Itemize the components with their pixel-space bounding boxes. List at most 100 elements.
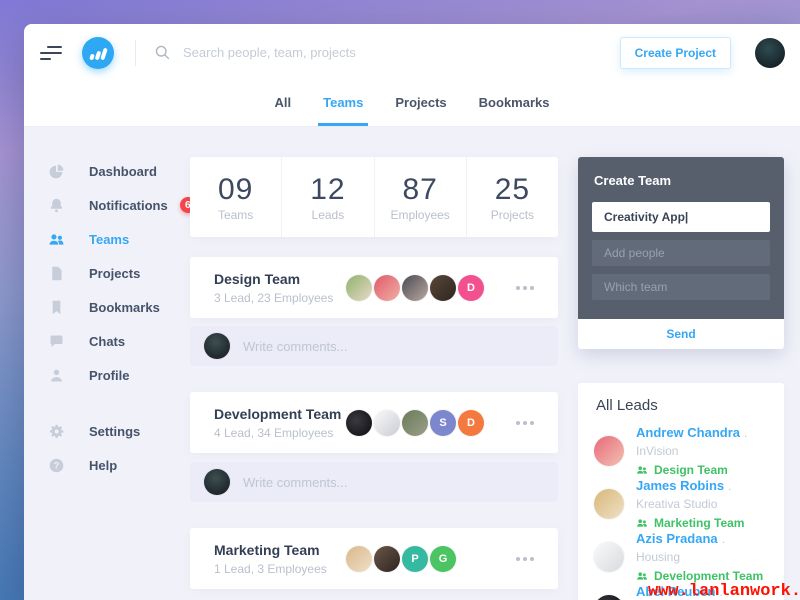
lead-row[interactable]: Azis Pradana. Housing Development Team	[594, 530, 768, 583]
sidebar-item-teams[interactable]: Teams	[24, 222, 190, 256]
stat-label: Teams	[217, 207, 254, 222]
sidebar-item-notifications[interactable]: Notifications 6	[24, 188, 196, 222]
tab-bar: All Teams Projects Bookmarks	[24, 81, 800, 127]
divider	[135, 39, 136, 66]
sidebar-item-dashboard[interactable]: Dashboard	[24, 154, 190, 188]
stats-card: 09 Teams 12 Leads 87 Employees 25 Projec…	[190, 157, 558, 237]
app-window: Create Project All Teams Projects Bookma…	[24, 24, 800, 600]
sidebar-item-chats[interactable]: Chats	[24, 324, 190, 358]
bell-icon	[48, 197, 65, 214]
lead-row[interactable]: Abel Reuben. InVision Development Team	[594, 583, 768, 600]
team-avatars: P G	[346, 545, 456, 572]
sidebar-item-projects[interactable]: Projects	[24, 256, 190, 290]
lead-team-name[interactable]: Development Team	[654, 569, 764, 583]
comment-input-row[interactable]	[190, 462, 558, 502]
stat-label: Projects	[490, 207, 535, 222]
team-icon	[637, 519, 647, 527]
sidebar: Dashboard Notifications 6	[24, 127, 196, 600]
comment-input[interactable]	[243, 338, 544, 354]
gear-icon	[48, 423, 65, 440]
search-icon	[155, 45, 170, 60]
team-name-input[interactable]	[592, 202, 770, 232]
avatar-initial: S	[430, 409, 456, 436]
team-icon	[637, 466, 647, 474]
lead-company: . InVision	[719, 585, 723, 599]
sidebar-item-label: Chats	[89, 333, 126, 349]
lead-team-name[interactable]: Marketing Team	[654, 516, 745, 530]
help-icon: ?	[48, 457, 65, 474]
avatar-initial: G	[430, 545, 456, 572]
team-meta: 3 Lead, 23 Employees	[214, 290, 334, 305]
comment-input[interactable]	[243, 474, 544, 490]
create-project-button[interactable]: Create Project	[619, 36, 731, 69]
tab-bookmarks[interactable]: Bookmarks	[478, 94, 550, 110]
team-card-development: Development Team 4 Lead, 34 Employees S …	[190, 392, 558, 453]
tab-all[interactable]: All	[274, 94, 292, 110]
sidebar-item-label: Teams	[89, 231, 130, 247]
avatar	[594, 488, 624, 519]
tab-teams[interactable]: Teams	[318, 81, 369, 126]
add-people-input[interactable]	[592, 240, 770, 266]
avatar-initial: D	[458, 274, 484, 301]
all-leads-panel: All Leads Andrew Chandra. InVision Desig…	[578, 383, 784, 600]
avatar	[346, 545, 372, 572]
app-logo[interactable]	[82, 36, 114, 69]
stat-value: 25	[494, 172, 531, 206]
lead-company: . Kreativa Studio	[636, 479, 732, 511]
search-bar[interactable]	[154, 44, 620, 61]
team-name: Marketing Team	[214, 541, 320, 558]
avatar	[204, 333, 230, 359]
dashboard-icon	[48, 163, 65, 180]
team-name: Development Team	[214, 405, 342, 422]
stat-value: 09	[217, 172, 254, 206]
send-button[interactable]: Send	[578, 319, 784, 349]
lead-name[interactable]: Abel Reuben	[636, 584, 716, 599]
sidebar-item-label: Profile	[89, 367, 130, 383]
chat-icon	[48, 333, 65, 350]
avatar	[430, 274, 456, 301]
lead-name[interactable]: Andrew Chandra	[636, 425, 741, 440]
stat-leads: 12 Leads	[282, 157, 375, 237]
avatar	[346, 409, 372, 436]
avatar-initial: D	[458, 409, 484, 436]
search-input[interactable]	[183, 45, 443, 60]
avatar	[204, 469, 230, 495]
more-options-icon[interactable]	[514, 553, 536, 565]
team-icon	[637, 572, 647, 580]
top-bar: Create Project	[24, 24, 800, 81]
users-icon	[48, 231, 65, 248]
sidebar-item-label: Help	[89, 457, 118, 473]
lead-name[interactable]: James Robins	[636, 478, 725, 493]
lead-row[interactable]: James Robins. Kreativa Studio Marketing …	[594, 477, 768, 530]
team-card-marketing: Marketing Team 1 Lead, 3 Employees P G	[190, 528, 558, 589]
stat-teams: 09 Teams	[190, 157, 283, 237]
stat-value: 87	[402, 172, 438, 206]
sidebar-item-bookmarks[interactable]: Bookmarks	[24, 290, 190, 324]
avatar	[374, 274, 400, 301]
content-area: Dashboard Notifications 6	[24, 127, 800, 600]
user-avatar[interactable]	[755, 37, 785, 68]
right-column: Create Team Send All Leads Andrew Chandr…	[578, 127, 784, 600]
sidebar-item-help[interactable]: ? Help	[24, 448, 190, 482]
tab-projects[interactable]: Projects	[395, 94, 447, 110]
avatar	[402, 409, 428, 436]
team-name: Design Team	[214, 270, 301, 287]
more-options-icon[interactable]	[514, 282, 536, 294]
lead-company: . Housing	[636, 532, 725, 564]
which-team-input[interactable]	[592, 274, 770, 300]
stat-value: 12	[310, 172, 346, 206]
comment-input-row[interactable]	[190, 326, 558, 366]
sidebar-item-settings[interactable]: Settings	[24, 414, 190, 448]
menu-icon[interactable]	[40, 45, 62, 60]
user-icon	[48, 367, 65, 384]
sidebar-item-profile[interactable]: Profile	[24, 358, 190, 392]
more-options-icon[interactable]	[514, 417, 536, 429]
avatar-initial: P	[402, 545, 428, 572]
lead-name[interactable]: Azis Pradana	[636, 531, 718, 546]
lead-team-name[interactable]: Design Team	[654, 463, 728, 477]
svg-text:?: ?	[54, 460, 59, 470]
lead-row[interactable]: Andrew Chandra. InVision Design Team	[594, 424, 768, 477]
team-card-design: Design Team 3 Lead, 23 Employees D	[190, 257, 558, 318]
stat-employees: 87 Employees	[375, 157, 467, 237]
avatar	[594, 435, 624, 466]
